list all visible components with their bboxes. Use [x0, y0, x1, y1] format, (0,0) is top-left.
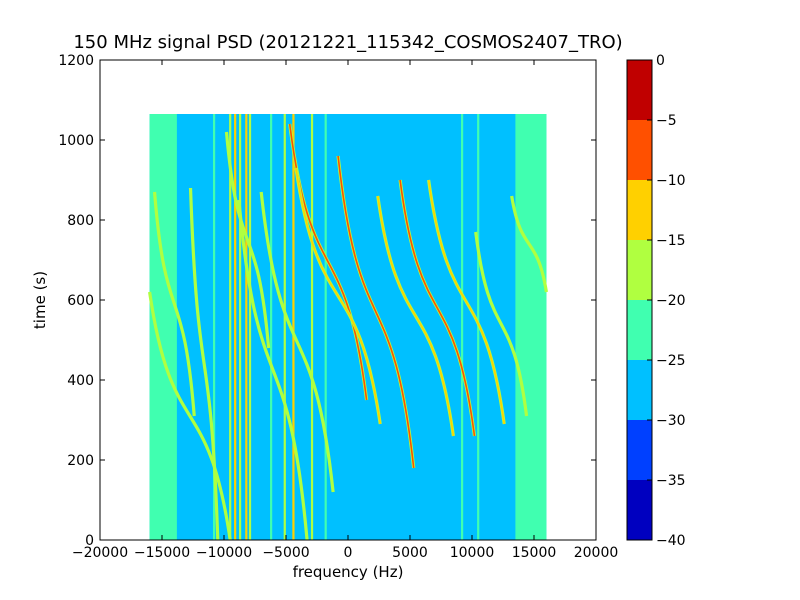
x-tick-label: −15000	[134, 545, 190, 561]
heatmap-background	[149, 114, 547, 540]
colorbar-tick-label: −30	[656, 413, 686, 429]
heatmap-doppler-track	[238, 199, 308, 541]
heatmap-doppler-track	[225, 131, 270, 349]
heatmap-doppler-track	[295, 167, 382, 425]
colorbar-tick-label: −35	[656, 473, 686, 489]
heatmap-doppler-track	[474, 231, 528, 417]
y-tick-label: 400	[67, 373, 94, 389]
colorbar-tick-label: −25	[656, 353, 686, 369]
colorbar-segment	[627, 360, 652, 420]
x-tick-label: −5000	[262, 545, 309, 561]
y-tick-label: 1000	[58, 133, 94, 149]
x-tick-label: −20000	[72, 545, 128, 561]
y-tick-label: 0	[85, 533, 94, 549]
x-axis-label: frequency (Hz)	[293, 563, 404, 581]
colorbar-segment	[627, 240, 652, 300]
x-tick-label: 0	[344, 545, 353, 561]
heatmap-doppler-track	[148, 291, 231, 541]
heatmap-edge-band	[515, 114, 547, 540]
y-tick-label: 800	[67, 213, 94, 229]
heatmap-edge-band	[149, 114, 177, 540]
y-tick-label: 1200	[58, 53, 94, 69]
colorbar-segment	[627, 480, 652, 540]
heatmap-doppler-track	[399, 179, 476, 437]
heatmap-layer	[148, 114, 548, 541]
colorbar-segment	[627, 300, 652, 360]
x-tick-label: 10000	[450, 545, 495, 561]
colorbar-tick-label: −10	[656, 173, 686, 189]
plot-area	[99, 59, 597, 541]
heatmap-doppler-track	[376, 195, 455, 437]
y-axis-label: time (s)	[31, 271, 49, 329]
y-tick-label: 200	[67, 453, 94, 469]
x-tick-label: 5000	[392, 545, 428, 561]
x-tick-label: 15000	[512, 545, 557, 561]
colorbar-segment	[627, 120, 652, 180]
colorbar-segment	[627, 60, 652, 120]
x-tick-label: −10000	[196, 545, 252, 561]
colorbar-tick-label: −15	[656, 233, 686, 249]
colorbar-tick-label: 0	[656, 53, 665, 69]
chart-title: 150 MHz signal PSD (20121221_115342_COSM…	[73, 32, 622, 53]
heatmap-doppler-track	[510, 195, 548, 293]
heatmap-doppler-track	[427, 179, 506, 425]
heatmap-doppler-track	[337, 155, 415, 469]
colorbar-tick-label: −5	[656, 113, 677, 129]
y-axis: 0 200 400 600 800 1000 1200	[58, 53, 596, 549]
heatmap-doppler-track	[260, 191, 334, 493]
colorbar-segment	[627, 180, 652, 240]
y-tick-label: 600	[67, 293, 94, 309]
heatmap-doppler-track	[189, 187, 219, 541]
heatmap-doppler-track	[153, 191, 196, 417]
x-axis: −20000 −15000 −10000 −5000 0 5000 10000 15000 20…	[72, 60, 618, 561]
x-tick-label: 20000	[574, 545, 619, 561]
colorbar-segment	[627, 420, 652, 480]
colorbar: 0 −5 −10 −15 −20 −25 −30 −35 −40	[626, 53, 686, 549]
colorbar-tick-label: −20	[656, 293, 686, 309]
colorbar-tick-label: −40	[656, 533, 686, 549]
